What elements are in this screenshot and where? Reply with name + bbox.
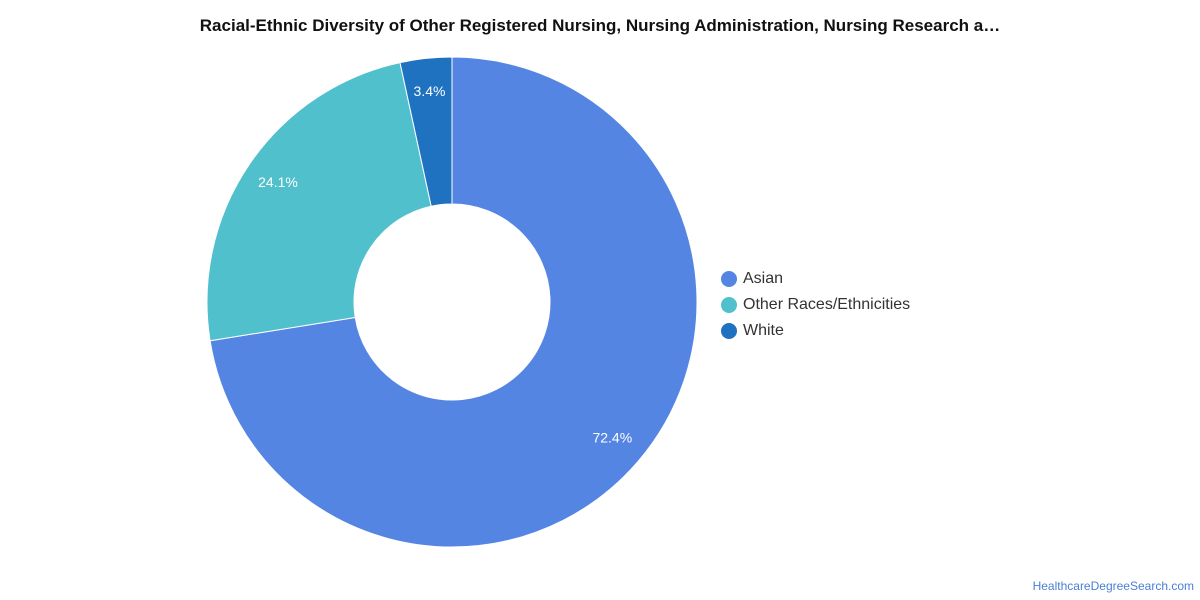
- legend-item-other-races[interactable]: Other Races/Ethnicities: [721, 292, 910, 318]
- legend-swatch-asian: [721, 271, 737, 287]
- legend-label-white: White: [743, 322, 784, 339]
- slice-label-white: 3.4%: [414, 83, 446, 99]
- slice-asian[interactable]: [209, 56, 698, 548]
- legend-swatch-white: [721, 323, 737, 339]
- slice-label-other-races: 24.1%: [258, 174, 298, 190]
- legend-label-other-races: Other Races/Ethnicities: [743, 296, 911, 313]
- slice-other-races[interactable]: [206, 61, 432, 342]
- legend-item-white[interactable]: White: [721, 318, 910, 344]
- legend: Asian Other Races/Ethnicities White: [721, 266, 910, 344]
- legend-item-asian[interactable]: Asian: [721, 266, 910, 292]
- chart-title: Racial-Ethnic Diversity of Other Registe…: [199, 16, 1001, 35]
- legend-label-asian: Asian: [743, 270, 784, 287]
- source-link[interactable]: HealthcareDegreeSearch.com: [1032, 579, 1194, 593]
- slice-label-asian: 72.4%: [592, 429, 632, 445]
- slice-white[interactable]: [399, 56, 453, 207]
- legend-swatch-other-races: [721, 297, 737, 313]
